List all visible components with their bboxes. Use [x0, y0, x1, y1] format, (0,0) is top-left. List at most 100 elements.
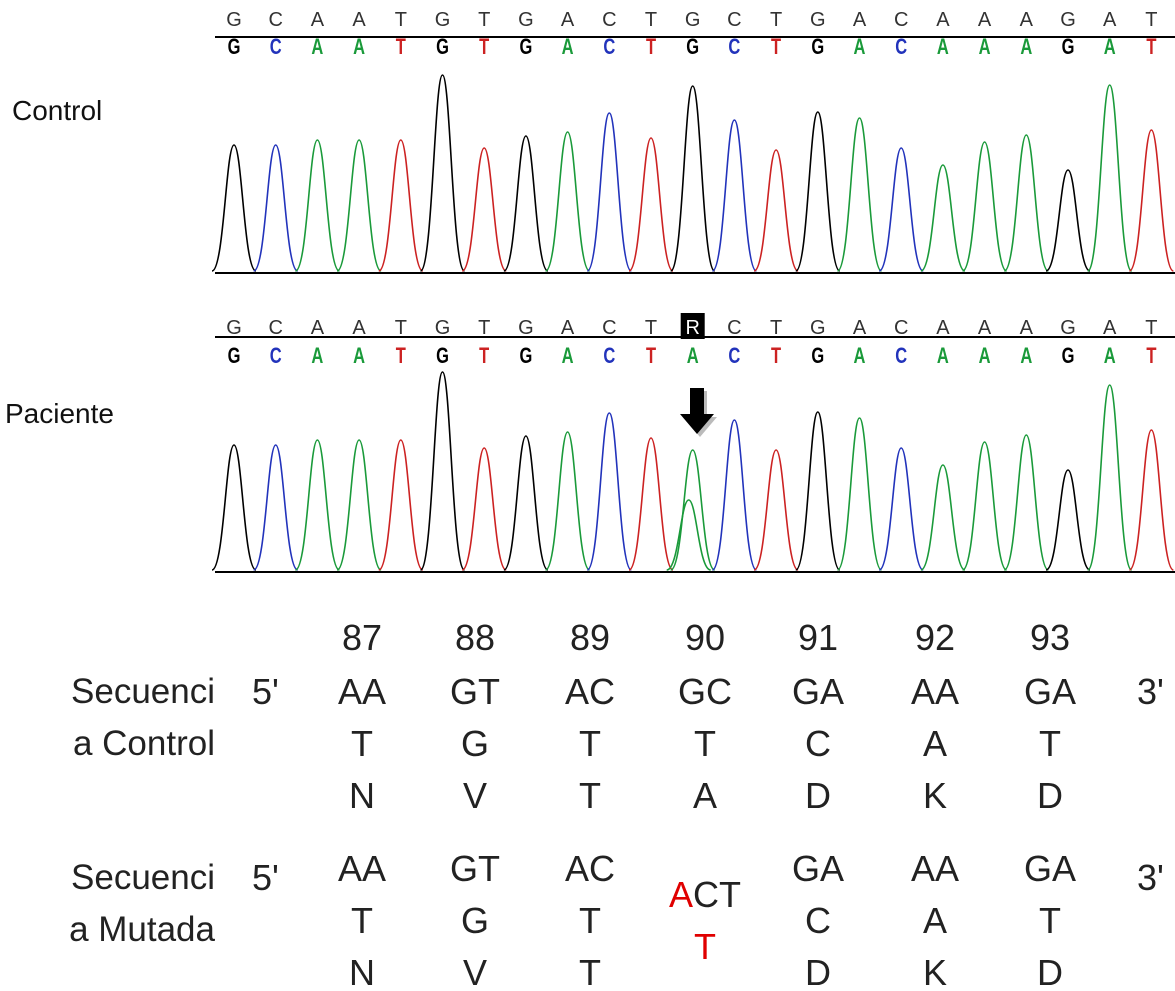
trace-peak — [379, 140, 423, 271]
called-base: T — [395, 9, 407, 31]
codon: AAA — [906, 666, 964, 770]
called-base: A — [311, 317, 325, 339]
row-label: Secuencia Mutada — [63, 852, 215, 956]
base: A — [1020, 344, 1032, 369]
codon-number: 87 — [330, 612, 394, 664]
called-base: G — [810, 9, 826, 31]
base: A — [1020, 35, 1032, 60]
base: A — [854, 344, 866, 369]
end-label: 5' — [252, 666, 278, 718]
base: A — [311, 344, 323, 369]
called-base: T — [770, 317, 782, 339]
trace-peak — [921, 165, 965, 271]
trace-peak — [838, 418, 882, 570]
end-label: 3' — [1137, 666, 1163, 718]
trace-peak — [546, 432, 590, 570]
base: T — [479, 35, 489, 60]
called-base: A — [853, 317, 867, 339]
called-base: A — [1103, 317, 1117, 339]
base: G — [811, 35, 824, 60]
trace-peak — [963, 442, 1007, 570]
base: G — [1062, 344, 1075, 369]
trace-peak — [587, 413, 631, 570]
base: A — [937, 35, 949, 60]
codon-number: 90 — [673, 612, 737, 664]
base: G — [1062, 35, 1075, 60]
called-base: A — [936, 9, 950, 31]
trace-peak — [462, 148, 506, 271]
trace-peak — [754, 450, 798, 570]
called-base: C — [602, 9, 616, 31]
called-base: C — [602, 317, 616, 339]
trace-peak — [1004, 135, 1048, 271]
base: A — [979, 35, 991, 60]
trace-peak — [1004, 435, 1048, 570]
codon: ACT — [561, 666, 619, 770]
amino-acid: K — [906, 770, 964, 822]
trace-peak — [1088, 85, 1132, 271]
called-base: T — [478, 317, 490, 339]
base: A — [562, 35, 574, 60]
sample-label: Paciente — [5, 398, 114, 430]
amino-acid: D — [1021, 770, 1079, 822]
base: T — [646, 35, 656, 60]
trace-peak — [254, 145, 298, 271]
mutated-amino-acid: T — [650, 921, 760, 973]
trace-peak — [754, 150, 798, 271]
base: A — [1104, 344, 1116, 369]
end-label: 3' — [1137, 852, 1163, 904]
base: T — [479, 344, 489, 369]
called-base: G — [435, 9, 451, 31]
base: C — [270, 344, 282, 369]
called-base: A — [1020, 317, 1034, 339]
arrow — [680, 388, 717, 437]
amino-acid: V — [446, 770, 504, 822]
called-base: T — [645, 9, 657, 31]
called-base: G — [518, 317, 534, 339]
called-base: A — [978, 9, 992, 31]
codon: GAC — [789, 666, 847, 770]
base: T — [1146, 344, 1156, 369]
base: A — [353, 35, 365, 60]
trace-peak — [1129, 130, 1173, 271]
base: G — [228, 344, 241, 369]
trace-peak — [337, 440, 381, 570]
trace-peak — [1046, 470, 1090, 570]
amino-acid: D — [789, 947, 847, 991]
base: G — [811, 344, 824, 369]
row-label: Secuencia Control — [63, 666, 215, 770]
amino-acid: V — [446, 947, 504, 991]
called-base: G — [1060, 9, 1076, 31]
base: A — [311, 35, 323, 60]
trace-peak — [212, 445, 256, 570]
trace-peak — [546, 132, 590, 271]
trace-peak — [1088, 385, 1132, 570]
trace-peak — [712, 120, 756, 271]
called-base: T — [395, 317, 407, 339]
amino-acid: D — [1021, 947, 1079, 991]
called-base: G — [810, 317, 826, 339]
changed-base: A — [669, 874, 693, 915]
codon: GAT — [1021, 843, 1079, 947]
base: T — [646, 344, 656, 369]
trace-peak — [462, 448, 506, 570]
called-base: C — [268, 317, 282, 339]
base: C — [603, 344, 615, 369]
base: G — [519, 35, 532, 60]
called-base: R — [685, 317, 699, 339]
trace-peak — [667, 500, 711, 570]
called-base: A — [352, 9, 366, 31]
chromatograms: GGCCAAAATTGGTTGGAACCTTGGCCTTGGAACCAAAAAA… — [0, 0, 1175, 600]
amino-acid: D — [789, 770, 847, 822]
trace-peak — [295, 140, 339, 271]
base: T — [771, 344, 781, 369]
codon-rest: CT — [693, 874, 741, 915]
base: G — [436, 35, 449, 60]
base: A — [353, 344, 365, 369]
base: T — [1146, 35, 1156, 60]
trace-peak — [421, 75, 465, 271]
base: G — [519, 344, 532, 369]
called-base: A — [978, 317, 992, 339]
base: C — [895, 35, 907, 60]
base: G — [228, 35, 241, 60]
